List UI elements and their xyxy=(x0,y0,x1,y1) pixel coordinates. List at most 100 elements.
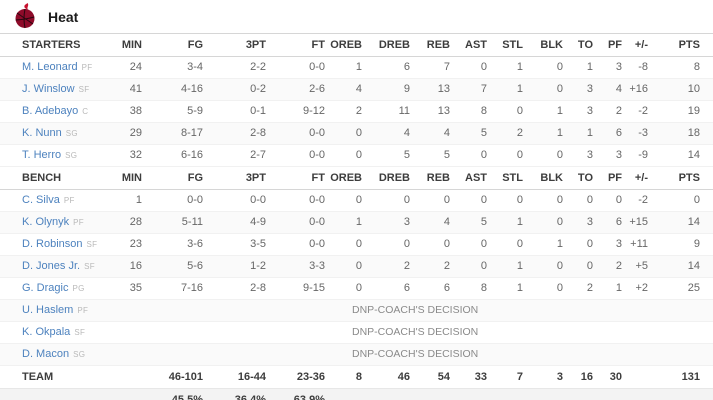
column-header-to: TO xyxy=(577,172,593,184)
player-link[interactable]: D. Macon xyxy=(22,348,70,360)
stat-ft: 0-0 xyxy=(309,127,325,139)
stat-3pt: 0-2 xyxy=(250,83,266,95)
stat-stl: 0 xyxy=(516,105,523,117)
stat-3pt: 0-1 xyxy=(250,105,266,117)
stat-pts: 9 xyxy=(693,238,700,250)
team-totals-3pt: 16-44 xyxy=(237,371,266,383)
shooting-pct-plus-minus xyxy=(622,389,648,400)
stat-reb: 7 xyxy=(443,61,450,73)
stat-to: 0 xyxy=(586,260,593,272)
stat-ast: 7 xyxy=(480,83,487,95)
stat-pf: 4 xyxy=(615,83,622,95)
player-link[interactable]: D. Jones Jr. xyxy=(22,260,81,272)
stat-reb: 0 xyxy=(443,194,450,206)
shooting-pct-pts xyxy=(648,389,713,400)
player-link[interactable]: K. Olynyk xyxy=(22,216,70,228)
stat-reb: 13 xyxy=(437,83,450,95)
column-header-fg: FG xyxy=(187,39,203,51)
stat-dreb: 0 xyxy=(403,194,410,206)
stat-plus-minus: -3 xyxy=(638,127,648,139)
stat-pts: 18 xyxy=(687,127,700,139)
player-link[interactable]: J. Winslow xyxy=(22,83,75,95)
column-header-min: MIN xyxy=(121,39,142,51)
player-cell: U. Haslem PF xyxy=(0,300,104,322)
stat-plus-minus: +5 xyxy=(635,260,648,272)
player-position: SG xyxy=(65,129,78,138)
stat-ast: 5 xyxy=(480,127,487,139)
column-header-pf: PF xyxy=(607,39,622,51)
player-row: D. Macon SG DNP-COACH'S DECISION xyxy=(0,343,713,366)
player-cell: T. Herro SG xyxy=(0,145,104,167)
stat-ast: 0 xyxy=(480,194,487,206)
stat-plus-minus: +16 xyxy=(629,83,648,95)
player-row: K. Olynyk PF 28 5-11 4-9 0-0 1 3 4 5 1 0 3 6 +15 14 xyxy=(0,211,713,234)
column-header-dreb: DREB xyxy=(378,172,410,184)
stat-to: 3 xyxy=(586,216,593,228)
stat-3pt: 4-9 xyxy=(250,216,266,228)
player-link[interactable]: K. Okpala xyxy=(22,326,71,338)
stat-dreb: 11 xyxy=(398,105,410,117)
shooting-pct-to xyxy=(563,389,593,400)
column-header-blk: BLK xyxy=(540,172,563,184)
player-link[interactable]: B. Adebayo xyxy=(22,105,79,117)
column-header-reb: REB xyxy=(426,39,450,51)
team-totals-pf: 30 xyxy=(609,371,622,383)
player-row: M. Leonard PF 24 3-4 2-2 0-0 1 6 7 0 1 0 1 3 -8 8 xyxy=(0,57,713,79)
player-row: D. Jones Jr. SF 16 5-6 1-2 3-3 0 2 2 0 1 0 0 2 +5 14 xyxy=(0,255,713,278)
stat-reb: 13 xyxy=(437,105,450,117)
player-link[interactable]: M. Leonard xyxy=(22,61,78,73)
stat-pts: 0 xyxy=(693,194,700,206)
stat-to: 1 xyxy=(586,127,593,139)
stat-min: 32 xyxy=(129,149,142,161)
player-link[interactable]: G. Dragic xyxy=(22,282,69,294)
stat-blk: 0 xyxy=(556,260,563,272)
team-name[interactable]: Heat xyxy=(48,8,79,25)
stat-stl: 1 xyxy=(516,83,523,95)
stat-plus-minus: -2 xyxy=(638,105,648,117)
stat-stl: 1 xyxy=(516,282,523,294)
player-row: J. Winslow SF 41 4-16 0-2 2-6 4 9 13 7 1 0 3 4 +16 10 xyxy=(0,78,713,101)
stat-dreb: 0 xyxy=(403,238,410,250)
player-link[interactable]: T. Herro xyxy=(22,149,62,161)
dnp-cell: DNP-COACH'S DECISION xyxy=(352,348,479,360)
player-link[interactable]: D. Robinson xyxy=(22,238,83,250)
team-totals-plus-minus xyxy=(622,366,648,389)
stat-fg: 3-4 xyxy=(187,61,203,73)
stat-oreb: 0 xyxy=(355,194,362,206)
stat-oreb: 1 xyxy=(355,61,362,73)
stat-3pt: 0-0 xyxy=(250,194,266,206)
player-position: SF xyxy=(74,328,86,337)
team-totals-to: 16 xyxy=(580,371,593,383)
column-header-stl: STL xyxy=(502,172,523,184)
stat-oreb: 2 xyxy=(355,105,362,117)
player-row: U. Haslem PF DNP-COACH'S DECISION xyxy=(0,299,713,322)
player-link[interactable]: K. Nunn xyxy=(22,127,62,139)
stat-blk: 0 xyxy=(556,194,563,206)
stat-plus-minus: -8 xyxy=(638,61,648,73)
stat-pf: 6 xyxy=(615,127,622,139)
stat-ast: 0 xyxy=(480,260,487,272)
stat-reb: 4 xyxy=(443,216,450,228)
stat-3pt: 2-7 xyxy=(250,149,266,161)
shooting-pct-ft: 63.9% xyxy=(293,394,325,400)
column-header-blk: BLK xyxy=(540,39,563,51)
player-row: K. Nunn SG 29 8-17 2-8 0-0 0 4 4 5 2 1 1 6 -3 18 xyxy=(0,122,713,145)
column-header-stl: STL xyxy=(502,39,523,51)
stat-plus-minus: +11 xyxy=(630,238,648,250)
stat-ast: 0 xyxy=(480,149,487,161)
player-link[interactable]: C. Silva xyxy=(22,194,60,206)
player-row: T. Herro SG 32 6-16 2-7 0-0 0 5 5 0 0 0 3 3 -9 14 xyxy=(0,145,713,167)
stat-min: 28 xyxy=(129,216,142,228)
column-header-to: TO xyxy=(577,39,593,51)
stat-pts: 14 xyxy=(687,260,700,272)
player-link[interactable]: U. Haslem xyxy=(22,304,74,316)
player-position: SG xyxy=(73,350,86,359)
player-cell: D. Jones Jr. SF xyxy=(0,256,104,278)
stat-ft: 0-0 xyxy=(309,238,325,250)
stat-ft: 0-0 xyxy=(309,216,325,228)
player-cell: D. Robinson SF xyxy=(0,234,104,256)
player-position: SF xyxy=(78,85,90,94)
stat-stl: 1 xyxy=(516,260,523,272)
stat-fg: 8-17 xyxy=(180,127,203,139)
player-row: C. Silva PF 1 0-0 0-0 0-0 0 0 0 0 0 0 0 0 -2 0 xyxy=(0,190,713,212)
